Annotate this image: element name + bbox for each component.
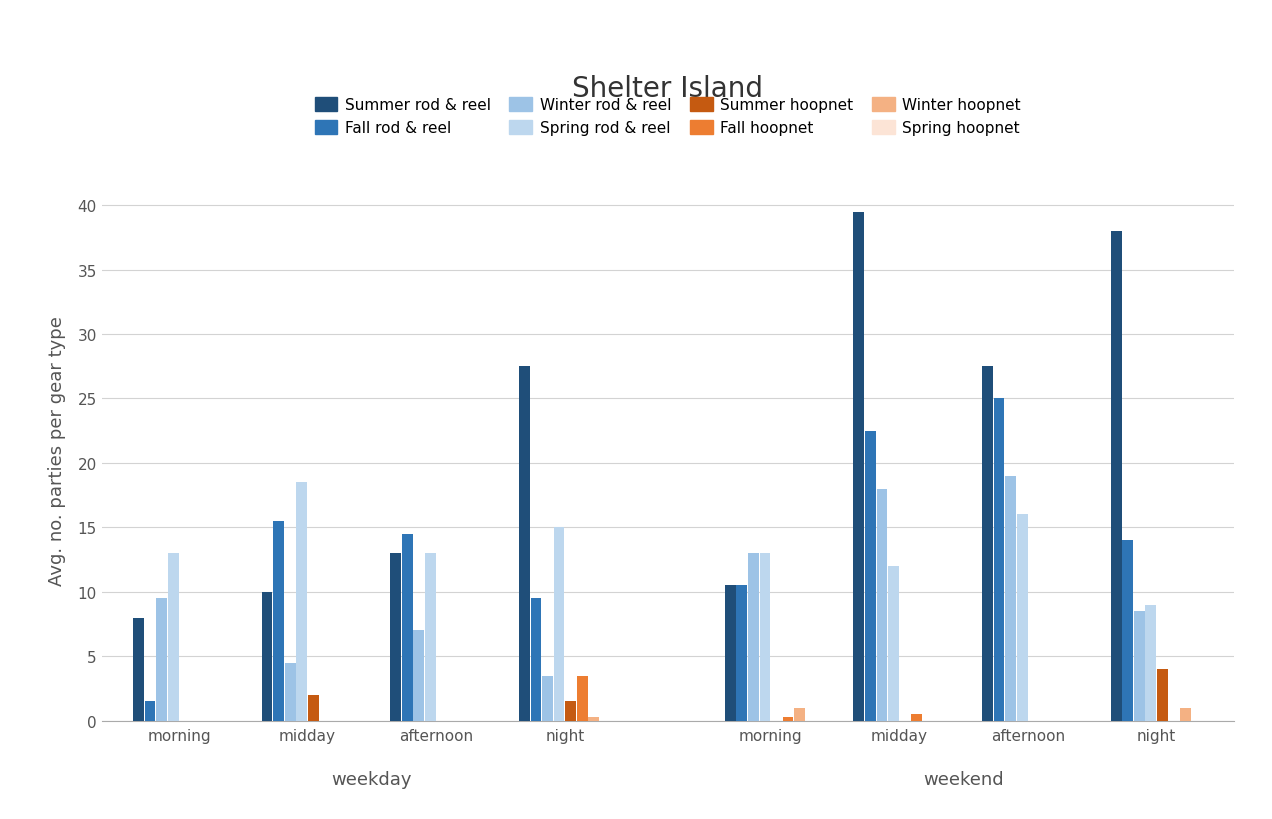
Bar	[1005, 476, 1016, 721]
Bar	[156, 599, 167, 721]
Bar	[736, 586, 747, 721]
Bar	[134, 618, 144, 721]
Bar	[577, 676, 588, 721]
Bar	[308, 695, 319, 721]
Bar	[865, 431, 876, 721]
Bar	[589, 717, 599, 721]
Bar	[530, 599, 542, 721]
Bar	[425, 554, 436, 721]
Bar	[1133, 611, 1145, 721]
Bar	[888, 566, 899, 721]
Bar	[782, 717, 794, 721]
Y-axis label: Avg. no. parties per gear type: Avg. no. parties per gear type	[48, 315, 66, 586]
Bar	[854, 212, 864, 721]
Bar	[1016, 515, 1028, 721]
Text: weekend: weekend	[923, 770, 1004, 788]
Bar	[553, 527, 565, 721]
Bar	[993, 399, 1005, 721]
Bar	[168, 554, 178, 721]
Bar	[911, 714, 922, 721]
Bar	[565, 701, 576, 721]
Bar	[542, 676, 553, 721]
Bar	[759, 554, 771, 721]
Bar	[748, 554, 758, 721]
Bar	[794, 708, 805, 721]
Legend: Summer rod & reel, Fall rod & reel, Winter rod & reel, Spring rod & reel, Summer: Summer rod & reel, Fall rod & reel, Wint…	[307, 91, 1029, 143]
Bar	[413, 631, 425, 721]
Bar	[1110, 232, 1122, 721]
Bar	[296, 482, 307, 721]
Bar	[725, 586, 735, 721]
Bar	[519, 367, 529, 721]
Bar	[876, 489, 888, 721]
Bar	[262, 592, 272, 721]
Bar	[1158, 669, 1168, 721]
Bar	[402, 534, 412, 721]
Bar	[273, 521, 284, 721]
Title: Shelter Island: Shelter Island	[572, 75, 763, 103]
Bar	[982, 367, 993, 721]
Bar	[1122, 541, 1133, 721]
Text: weekday: weekday	[332, 770, 412, 788]
Bar	[1146, 605, 1156, 721]
Bar	[145, 701, 155, 721]
Bar	[391, 554, 401, 721]
Bar	[1180, 708, 1191, 721]
Bar	[285, 663, 295, 721]
